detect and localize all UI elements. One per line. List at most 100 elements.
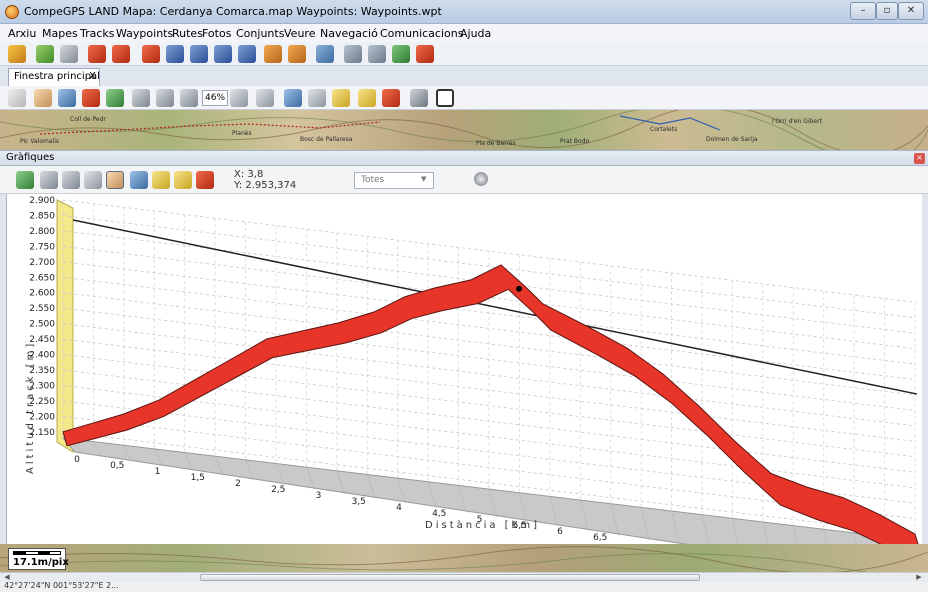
send-icon[interactable] [416, 45, 434, 63]
menu-rutes[interactable]: Rutes [172, 27, 203, 40]
scroll-right-icon[interactable]: ▶ [916, 573, 922, 581]
flag-icon[interactable] [332, 89, 350, 107]
y-tick-label: 2.500 [29, 320, 55, 330]
maximize-button[interactable]: ▫ [876, 2, 898, 20]
graph-hand-icon[interactable] [106, 171, 124, 189]
undo-icon[interactable] [316, 45, 334, 63]
open-map-icon[interactable] [36, 45, 54, 63]
app-icon [5, 5, 19, 19]
y-tick-label: 2.300 [29, 381, 55, 391]
print-icon[interactable] [474, 172, 488, 186]
menu-tracks[interactable]: Tracks [80, 27, 115, 40]
globe-icon[interactable] [58, 89, 76, 107]
map-label: l'Orri d'en Gibert [772, 118, 822, 125]
graphs-panel-title: Gràfiques [6, 152, 55, 163]
gps-icon[interactable] [344, 45, 362, 63]
graph-zoom-out-icon[interactable] [40, 171, 58, 189]
zoom-dropdown-icon[interactable] [230, 89, 248, 107]
graph-measure-icon[interactable] [196, 171, 214, 189]
graphs-panel-close-button[interactable]: × [914, 153, 925, 164]
hand-icon[interactable] [34, 89, 52, 107]
elevation-chart-svg: 2.150 2.200 2.250 2.300 2.350 2.400 2.450 2.500… [25, 196, 919, 544]
map-settings-icon[interactable] [60, 45, 78, 63]
graph-flag-icon[interactable] [152, 171, 170, 189]
chart-back-wall [56, 199, 74, 453]
zoom-in-icon[interactable] [156, 89, 174, 107]
main-toolbar [0, 42, 928, 66]
status-coordinates: 42°27'24"N 001°53'27"E 2... [4, 581, 119, 590]
pointer-icon[interactable] [82, 89, 100, 107]
menu-comunicacions[interactable]: Comunicacions [380, 27, 464, 40]
menu-waypoints[interactable]: Waypoints [116, 27, 174, 40]
play-icon[interactable] [214, 45, 232, 63]
grid-line-horizontal [62, 354, 916, 458]
search-icon[interactable] [308, 89, 326, 107]
x-tick-label: 1,5 [191, 473, 205, 483]
scale-label: 17.1m/pix [13, 557, 69, 568]
series-filter-value: Totes [361, 175, 385, 185]
scrollbar-thumb[interactable] [200, 574, 700, 581]
zoom-window-icon[interactable] [180, 89, 198, 107]
map-terrain-bottom [0, 546, 928, 572]
3d-view-icon[interactable] [106, 89, 124, 107]
map-view[interactable]: Coll de Pedr Pic Valomalis Planès Bosc d… [0, 110, 928, 150]
graph-icon[interactable] [166, 45, 184, 63]
series-filter-select[interactable]: Totes ▼ [354, 172, 434, 189]
elevation-ribbon [62, 264, 919, 544]
floor-grid-line [184, 452, 193, 471]
y-axis-label: Altitud track [m] [25, 341, 36, 474]
menu-mapes[interactable]: Mapes [42, 27, 78, 40]
graph-search-icon[interactable] [130, 171, 148, 189]
layers-icon[interactable] [256, 89, 274, 107]
floor-grid-line [610, 503, 620, 536]
zoom-100-icon[interactable] [8, 89, 26, 107]
map-terrain [0, 110, 928, 150]
track-edit-icon[interactable] [142, 45, 160, 63]
pause-icon[interactable] [238, 45, 256, 63]
chart-floor [61, 437, 917, 544]
grid-line-horizontal [62, 292, 916, 396]
menu-fotos[interactable]: Fotos [202, 27, 232, 40]
y-tick-label: 2.800 [29, 227, 55, 237]
grid-line-horizontal [62, 276, 916, 380]
close-button[interactable]: ✕ [898, 2, 924, 20]
new-project-icon[interactable] [8, 45, 26, 63]
map-view-bottom[interactable]: 17.1m/pix [0, 544, 928, 572]
grid-line-horizontal [62, 199, 916, 303]
download-icon[interactable] [392, 45, 410, 63]
menu-veure[interactable]: Veure [284, 27, 316, 40]
graph-3d-icon[interactable] [16, 171, 34, 189]
grid-line-horizontal [62, 415, 916, 520]
graph-fit-icon[interactable] [84, 171, 102, 189]
menu-navegacio[interactable]: Navegació [320, 27, 378, 40]
camera-icon[interactable] [410, 89, 428, 107]
y-tick-label: 2.350 [29, 366, 55, 376]
elevation-chart[interactable]: 2.150 2.200 2.250 2.300 2.350 2.400 2.450 2.500… [6, 194, 922, 544]
map-list-icon[interactable] [284, 89, 302, 107]
zoom-out-icon[interactable] [132, 89, 150, 107]
device-icon[interactable] [368, 45, 386, 63]
track-icon[interactable] [88, 45, 106, 63]
floor-grid-line [214, 456, 224, 476]
horizontal-scrollbar[interactable]: ◀ ▶ [0, 572, 928, 582]
measure-icon[interactable] [382, 89, 400, 107]
floor-grid-line [732, 518, 739, 544]
waypoint-icon[interactable] [264, 45, 282, 63]
graph-edit-icon[interactable] [174, 171, 192, 189]
tab-finestra-principal[interactable]: Finestra principal X [8, 68, 100, 86]
graph-zoom-in-icon[interactable] [62, 171, 80, 189]
floor-grid-line [275, 463, 285, 485]
menu-conjunts[interactable]: Conjunts [236, 27, 285, 40]
flag-add-icon[interactable] [358, 89, 376, 107]
tab-close-button[interactable]: X [89, 71, 96, 82]
menu-ajuda[interactable]: Ajuda [460, 27, 492, 40]
zoom-level[interactable]: 46% [202, 90, 228, 106]
new-track-icon[interactable] [112, 45, 130, 63]
menu-arxiu[interactable]: Arxiu [8, 27, 37, 40]
minimize-button[interactable]: – [850, 2, 876, 20]
stop-icon[interactable] [190, 45, 208, 63]
route-icon[interactable] [288, 45, 306, 63]
scroll-left-icon[interactable]: ◀ [4, 573, 10, 581]
window-icon[interactable] [436, 89, 454, 107]
floor-grid-line [792, 525, 798, 544]
